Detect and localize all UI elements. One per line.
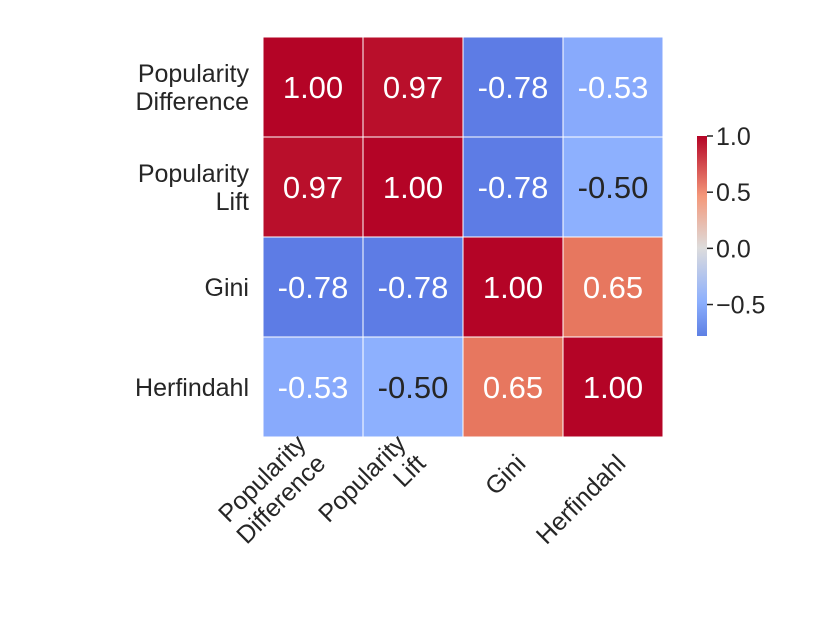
heatmap-cell	[562, 336, 664, 438]
x-tick-label: PopularityDifference	[211, 429, 331, 549]
heatmap-cell	[562, 236, 664, 338]
y-tick-label: Gini	[205, 274, 249, 302]
colorbar-tick-label: 0.5	[716, 179, 751, 207]
colorbar: 1.0 0.5 0.0 −0.5	[697, 123, 765, 336]
heatmap-cell-label: -0.78	[478, 170, 549, 205]
heatmap-cell-label: 0.97	[383, 70, 443, 105]
heatmap-cell-label: -0.50	[378, 370, 449, 405]
heatmap-cell-label: -0.50	[578, 170, 649, 205]
heatmap-cell	[262, 136, 364, 238]
heatmap-cell	[362, 36, 464, 138]
heatmap-cell	[462, 336, 564, 438]
heatmap-cell-label: 1.00	[583, 370, 643, 405]
heatmap-cell-label: -0.78	[278, 270, 349, 305]
heatmap-cell-label: -0.78	[378, 270, 449, 305]
y-axis-tick-labels: Popularity Difference Popularity Lift Gini He…	[135, 60, 249, 402]
x-tick-label: PopularityLift	[313, 429, 432, 548]
colorbar-tick-label: 0.0	[716, 235, 751, 263]
heatmap-cell-label: -0.53	[278, 370, 349, 405]
heatmap-cell-label: 0.97	[283, 170, 343, 205]
heatmap-cell	[562, 136, 664, 238]
heatmap-cell-label: 1.00	[483, 270, 543, 305]
heatmap-cell	[362, 336, 464, 438]
heatmap-cells	[262, 36, 664, 438]
colorbar-gradient	[697, 136, 707, 336]
x-tick-label: Gini	[480, 449, 531, 500]
colorbar-tick-label: 1.0	[716, 123, 751, 151]
y-tick-label: Popularity Lift	[138, 160, 250, 216]
y-tick-label: Popularity Difference	[136, 60, 250, 116]
heatmap-cell	[462, 36, 564, 138]
y-tick-label: Herfindahl	[135, 374, 249, 402]
heatmap-cell-label: 0.65	[583, 270, 643, 305]
x-tick-label: Herfindahl	[531, 449, 631, 549]
heatmap-cell-label: -0.78	[478, 70, 549, 105]
heatmap-cell	[562, 36, 664, 138]
heatmap-cell	[362, 136, 464, 238]
colorbar-tick-label: −0.5	[716, 292, 765, 320]
heatmap-cell	[362, 236, 464, 338]
heatmap-cell-label: 0.65	[483, 370, 543, 405]
heatmap-cell	[262, 336, 364, 438]
heatmap-cell-label: 1.00	[383, 170, 443, 205]
heatmap-cell-label: 1.00	[283, 70, 343, 105]
heatmap-cell-labels: 1.00 0.97 -0.78 -0.53 0.97 1.00 -0.78 -0.50 -0.7…	[278, 70, 649, 405]
heatmap-cell-label: -0.53	[578, 70, 649, 105]
heatmap-cell	[262, 36, 364, 138]
